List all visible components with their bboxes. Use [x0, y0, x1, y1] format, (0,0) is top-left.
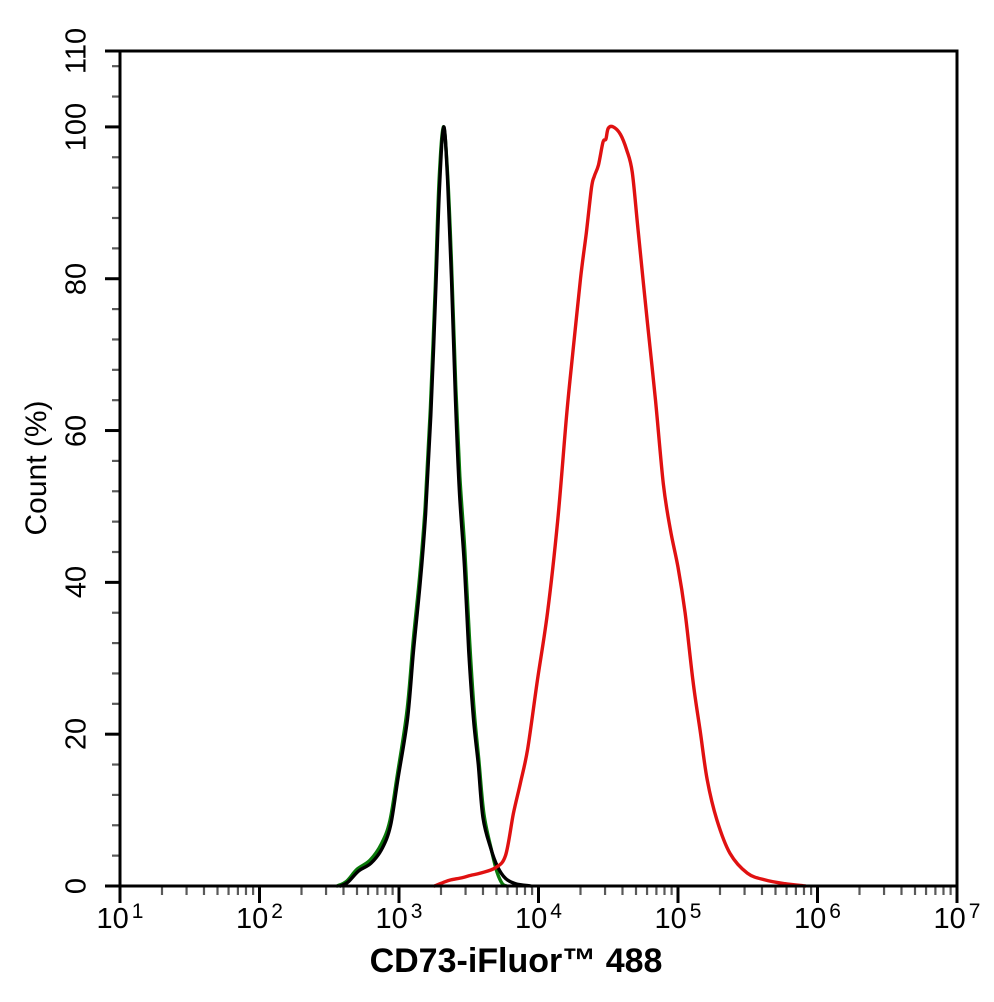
plot-border	[118, 49, 959, 888]
y-axis-tick-label: 100	[60, 102, 93, 152]
x-axis-tick-label: 10 1	[96, 900, 144, 935]
y-axis-title: Count (%)	[20, 400, 53, 536]
y-axis-tick-label: 40	[60, 566, 93, 599]
green-curve	[335, 125, 509, 888]
y-axis-tick-label: 0	[60, 877, 93, 895]
x-axis-title: CD73-iFluor™ 488	[369, 942, 663, 980]
x-axis-tick-label: 10 5	[654, 900, 702, 935]
x-axis-tick-label: 10 7	[933, 900, 981, 935]
y-axis-tick-label: 80	[60, 262, 93, 295]
x-axis-tick-label: 10 6	[794, 900, 841, 935]
black-curve	[338, 125, 533, 888]
y-axis-tick-label: 110	[60, 27, 93, 75]
x-axis-tick-label: 10 3	[375, 900, 423, 935]
x-axis-tick-label: 10 4	[515, 900, 562, 935]
y-axis-tick-label: 20	[60, 718, 93, 751]
red-curve	[432, 124, 807, 888]
y-axis-tick-label: 60	[60, 414, 93, 447]
x-axis-tick-label: 10 2	[236, 900, 283, 935]
